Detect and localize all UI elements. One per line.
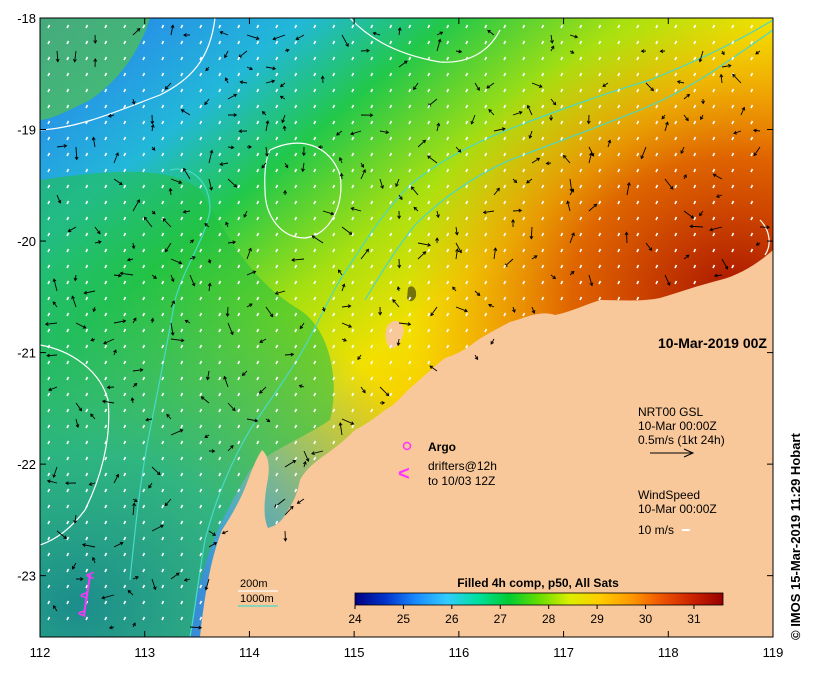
wind-legend-scale: 10 m/s bbox=[638, 523, 674, 537]
lon-tick-label: 117 bbox=[553, 645, 574, 660]
lat-tick-label: -19 bbox=[17, 123, 36, 138]
colorbar-gradient bbox=[355, 593, 723, 605]
lon-tick-label: 112 bbox=[30, 645, 51, 660]
lon-tick-label: 115 bbox=[344, 645, 365, 660]
lon-tick-label: 114 bbox=[239, 645, 260, 660]
colorbar-tick-label: 30 bbox=[639, 612, 653, 626]
drifters-label-line2: to 10/03 12Z bbox=[428, 474, 495, 488]
drifter-marker: < bbox=[78, 605, 86, 621]
credit-text: © IMOS 15-Mar-2019 11:29 Hobart bbox=[788, 433, 803, 640]
lat-tick-label: -21 bbox=[17, 346, 36, 361]
lon-tick-label: 116 bbox=[448, 645, 469, 660]
wind-legend-time: 10-Mar 00:00Z bbox=[638, 502, 717, 516]
colorbar-tick-label: 27 bbox=[494, 612, 508, 626]
lat-tick-label: -22 bbox=[17, 457, 36, 472]
lon-tick-label: 118 bbox=[658, 645, 679, 660]
lon-tick-label: 119 bbox=[763, 645, 784, 660]
current-legend-title: NRT00 GSL bbox=[638, 405, 703, 419]
colorbar-tick-label: 28 bbox=[542, 612, 556, 626]
current-legend-time: 10-Mar 00:00Z bbox=[638, 419, 717, 433]
drifter-marker: < bbox=[86, 567, 94, 583]
lat-tick-label: -23 bbox=[17, 569, 36, 584]
drifters-label-line1: drifters@12h bbox=[428, 459, 497, 473]
argo-label: Argo bbox=[428, 440, 456, 454]
lat-tick-label: -18 bbox=[17, 11, 36, 26]
lat-tick-label: -20 bbox=[17, 234, 36, 249]
colorbar-tick-label: 25 bbox=[397, 612, 411, 626]
colorbar-tick-label: 24 bbox=[348, 612, 362, 626]
date-label: 10-Mar-2019 00Z bbox=[658, 335, 767, 351]
depth-1000m-label: 1000m bbox=[240, 593, 274, 605]
drifter-marker: < bbox=[80, 587, 88, 603]
colorbar-tick-label: 26 bbox=[445, 612, 459, 626]
wind-legend-title: WindSpeed bbox=[638, 488, 700, 502]
colorbar-title: Filled 4h comp, p50, All Sats bbox=[457, 576, 619, 590]
colorbar-tick-label: 31 bbox=[687, 612, 701, 626]
drifter-symbol: < bbox=[398, 463, 410, 485]
map-area: < < < bbox=[40, 18, 773, 637]
depth-200m-label: 200m bbox=[240, 578, 268, 590]
lon-tick-label: 113 bbox=[134, 645, 155, 660]
current-legend-scale: 0.5m/s (1kt 24h) bbox=[638, 433, 725, 447]
colorbar-tick-label: 29 bbox=[590, 612, 604, 626]
